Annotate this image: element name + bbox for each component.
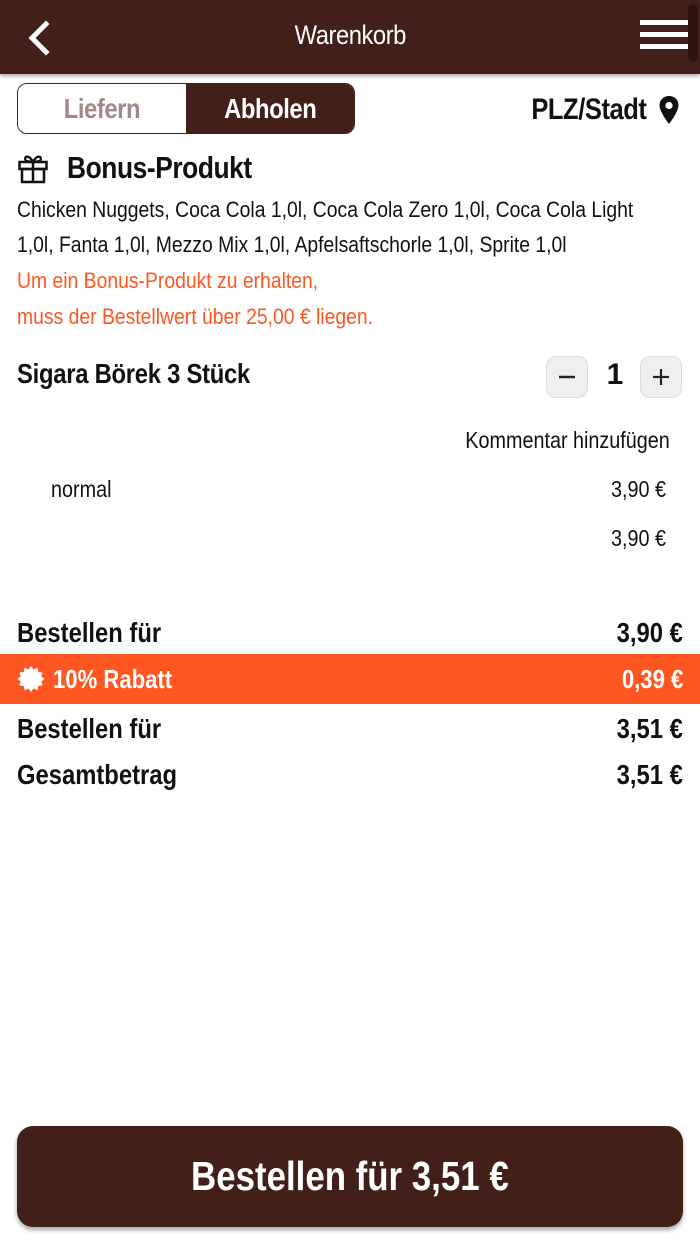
menu-button[interactable] [640,20,688,56]
total-value: 3,51 € [616,759,683,790]
bonus-products-line-1: Chicken Nuggets, Coca Cola 1,0l, Coca Co… [17,197,634,222]
bonus-products-line-2: 1,0l, Fanta 1,0l, Mezzo Mix 1,0l, Apfels… [17,232,567,257]
total-label: Gesamtbetrag [17,759,178,790]
app-header: Warenkorb [0,0,700,74]
toggle-abholen[interactable]: Abholen [186,84,354,133]
discount-label: 10% Rabatt [53,663,173,694]
discount-row: 10% Rabatt 0,39 € [0,654,700,704]
bonus-title: Bonus-Produkt [67,150,252,185]
hamburger-line [640,44,688,49]
quantity-value: 1 [606,358,624,391]
back-button[interactable] [22,18,58,58]
subtotal-row: Bestellen für 3,90 € [0,609,700,657]
item-option-name: normal [51,476,112,502]
location-label: PLZ/Stadt [530,93,647,126]
bonus-header: Bonus-Produkt [17,150,284,186]
subtotal-label: Bestellen für [17,617,162,648]
decrement-button[interactable] [546,356,588,398]
plus-icon [653,369,669,385]
bonus-notice-line-2: muss der Bestellwert über 25,00 € liegen… [17,304,374,329]
after-discount-label: Bestellen für [17,713,162,744]
toggle-liefern[interactable]: Liefern [18,84,186,133]
total-row: Gesamtbetrag 3,51 € [0,751,700,799]
after-discount-value: 3,51 € [616,713,683,744]
chevron-left-icon [28,20,50,56]
cart-item-name: Sigara Börek 3 Stück [17,358,251,389]
order-button-label: Bestellen für 3,51 € [191,1153,509,1199]
scrollbar[interactable] [688,4,698,62]
after-discount-row: Bestellen für 3,51 € [0,705,700,753]
discount-value: 0,39 € [621,663,683,694]
minus-icon [559,375,575,379]
item-total: 3,90 € [611,525,666,551]
increment-button[interactable] [640,356,682,398]
bonus-notice-line-1: Um ein Bonus-Produkt zu erhalten, [17,268,319,293]
map-pin-icon [659,96,679,124]
location-selector[interactable]: PLZ/Stadt [511,88,681,132]
hamburger-line [640,32,688,37]
delivery-mode-toggle: Liefern Abholen [17,83,355,134]
order-button[interactable]: Bestellen für 3,51 € [17,1126,683,1227]
discount-badge-icon [17,666,45,692]
hamburger-menu-icon [640,20,688,25]
add-comment-link[interactable]: Kommentar hinzufügen [465,427,670,453]
item-option-price: 3,90 € [611,476,666,502]
page-title: Warenkorb [294,20,406,50]
subtotal-value: 3,90 € [616,617,683,648]
gift-icon [18,155,48,184]
